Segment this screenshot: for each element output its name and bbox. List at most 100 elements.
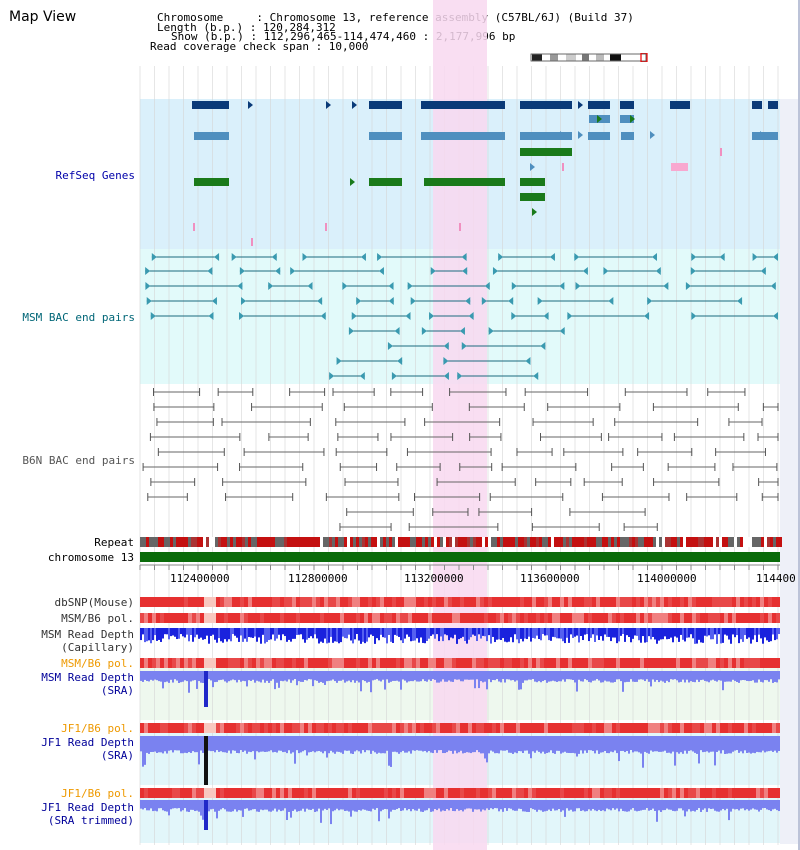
read-depth-bar: [186, 800, 188, 812]
capillary-depth-bar: [424, 628, 426, 644]
read-depth-bar: [302, 800, 304, 809]
polymorphism-heat-cell: [572, 788, 576, 798]
polymorphism-heat-cell: [768, 613, 772, 623]
read-depth-bar: [170, 671, 172, 680]
polymorphism-heat-cell: [760, 723, 764, 733]
polymorphism-heat-cell: [548, 658, 552, 668]
read-depth-bar: [176, 736, 178, 751]
read-depth-bar: [522, 671, 524, 683]
read-depth-bar: [546, 800, 548, 811]
capillary-depth-bar: [418, 628, 420, 643]
polymorphism-heat-cell: [656, 658, 660, 668]
read-depth-bar: [762, 671, 764, 683]
polymorphism-heat-cell: [268, 597, 272, 607]
polymorphism-heat-cell: [560, 788, 564, 798]
polymorphism-heat-cell: [200, 658, 204, 668]
read-depth-bar: [738, 736, 740, 753]
read-depth-bar: [422, 736, 424, 752]
read-depth-bar: [194, 736, 196, 753]
read-depth-bar: [614, 736, 616, 751]
read-depth-bar: [666, 736, 668, 753]
read-depth-bar: [512, 671, 514, 681]
read-depth-bar: [364, 736, 366, 753]
polymorphism-heat-cell: [388, 658, 392, 668]
polymorphism-heat-cell: [744, 788, 748, 798]
read-depth-bar: [294, 736, 296, 764]
repeat-block: [488, 537, 491, 547]
read-depth-bar: [440, 800, 442, 812]
polymorphism-heat-cell: [472, 788, 476, 798]
read-depth-bar: [526, 736, 528, 751]
read-depth-bar: [494, 736, 496, 754]
chromosome-ideogram[interactable]: [530, 53, 650, 62]
capillary-depth-bar: [716, 628, 718, 644]
read-depth-bar: [292, 671, 294, 681]
read-depth-bar: [542, 671, 544, 682]
polymorphism-heat-cell: [228, 723, 232, 733]
polymorphism-heat-cell: [172, 658, 176, 668]
polymorphism-heat-cell: [188, 788, 192, 798]
polymorphism-heat-cell: [208, 597, 212, 607]
read-depth-bar: [504, 671, 506, 683]
read-depth-bar: [626, 800, 628, 812]
capillary-depth-bar: [458, 628, 460, 640]
read-depth-bar: [160, 736, 162, 753]
read-depth-bar: [362, 800, 364, 810]
read-depth-bar: [180, 736, 182, 754]
repeat-block: [413, 537, 416, 547]
polymorphism-heat-cell: [640, 723, 644, 733]
capillary-depth-bar: [748, 628, 750, 638]
read-depth-bar: [776, 800, 778, 811]
polymorphism-heat-cell: [544, 658, 548, 668]
repeat-block: [431, 537, 434, 547]
read-depth-bar: [540, 671, 542, 683]
read-depth-bar: [714, 800, 716, 811]
read-depth-bar: [616, 671, 618, 680]
read-depth-bar: [478, 800, 480, 810]
polymorphism-heat-cell: [284, 788, 288, 798]
read-depth-bar: [598, 671, 600, 681]
read-depth-bar: [390, 800, 392, 812]
capillary-depth-bar: [586, 628, 588, 635]
read-depth-bar: [164, 800, 166, 812]
repeat-block: [620, 537, 623, 547]
read-depth-bar: [470, 800, 472, 809]
polymorphism-heat-cell: [628, 788, 632, 798]
msm-bac-end: [407, 282, 413, 290]
read-depth-bar: [304, 800, 306, 812]
polymorphism-heat-cell: [700, 788, 704, 798]
repeat-block: [608, 537, 611, 547]
read-depth-bar: [158, 736, 160, 753]
read-depth-bar: [308, 671, 310, 680]
read-depth-bar: [418, 671, 420, 682]
capillary-depth-bar: [356, 628, 358, 635]
capillary-depth-bar: [610, 628, 612, 642]
repeat-block: [359, 537, 362, 547]
polymorphism-heat-cell: [564, 613, 568, 623]
capillary-depth-bar: [432, 628, 434, 635]
polymorphism-heat-cell: [176, 723, 180, 733]
polymorphism-heat-cell: [312, 613, 316, 623]
polymorphism-heat-cell: [680, 658, 684, 668]
capillary-depth-bar: [630, 628, 632, 643]
repeat-block: [200, 537, 203, 547]
refseq-gene-bar: [194, 132, 229, 140]
read-depth-bar: [184, 736, 186, 753]
polymorphism-heat-cell: [468, 613, 472, 623]
repeat-block: [563, 537, 566, 547]
capillary-depth-bar: [456, 628, 458, 644]
read-depth-bar: [772, 671, 774, 683]
msm-bac-end: [307, 282, 313, 290]
read-depth-bar: [218, 800, 220, 811]
msm-bac-end: [443, 342, 449, 350]
read-depth-bar: [220, 800, 222, 810]
read-depth-bar: [372, 736, 374, 751]
polymorphism-heat-cell: [720, 658, 724, 668]
polymorphism-heat-cell: [256, 723, 260, 733]
read-depth-bar: [776, 736, 778, 753]
polymorphism-heat-cell: [328, 613, 332, 623]
polymorphism-heat-cell: [604, 613, 608, 623]
polymorphism-heat-cell: [584, 658, 588, 668]
polymorphism-heat-cell: [456, 788, 460, 798]
